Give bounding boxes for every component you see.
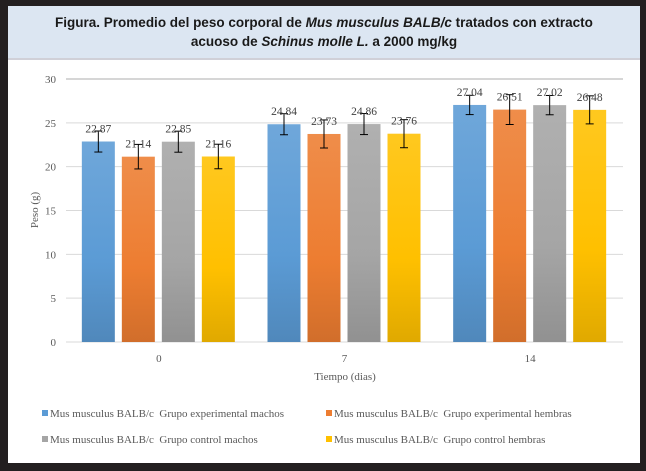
data-label: 21.16: [205, 138, 231, 150]
data-label: 23.73: [311, 116, 337, 128]
x-tick-label: 0: [156, 353, 162, 365]
y-tick-label: 30: [45, 74, 57, 86]
data-label: 27.02: [537, 87, 563, 99]
data-label: 24.84: [271, 106, 297, 118]
data-label: 24.86: [351, 106, 377, 118]
x-tick-label: 14: [525, 353, 537, 365]
title-text: tratados con extracto: [451, 15, 593, 30]
legend-item: Mus musculus BALB/c Grupo experimental h…: [326, 408, 572, 420]
data-label: 21.14: [125, 139, 151, 151]
bar: [161, 141, 195, 342]
legend-swatch: [326, 410, 332, 416]
bar: [201, 156, 235, 342]
legend-item: Mus musculus BALB/c Grupo control machos: [42, 434, 258, 446]
data-label: 22.85: [165, 124, 191, 136]
y-tick-label: 5: [51, 293, 57, 305]
title-italic: Mus musculus BALB/c: [305, 15, 452, 30]
y-tick-label: 20: [45, 162, 57, 174]
bar: [387, 133, 421, 342]
bar: [493, 109, 527, 342]
bar: [573, 109, 607, 342]
title-italic: Schinus molle L.: [261, 34, 369, 49]
title-text: Figura. Promedio del peso corporal de: [55, 15, 306, 30]
bar: [307, 133, 341, 342]
data-label: 27.04: [457, 87, 483, 99]
chart-title: Figura. Promedio del peso corporal de Mu…: [8, 6, 640, 60]
x-tick-label: 7: [342, 353, 348, 365]
title-text: a 2000 mg/kg: [368, 34, 458, 49]
y-tick-label: 0: [51, 337, 57, 349]
bar: [347, 124, 381, 342]
legend-swatch: [42, 436, 48, 442]
y-tick-label: 15: [45, 206, 57, 218]
data-label: 26.51: [497, 92, 523, 104]
data-label: 22.87: [85, 124, 111, 136]
legend-item: Mus musculus BALB/c Grupo control hembra…: [326, 434, 545, 446]
data-label: 26.48: [577, 92, 603, 104]
legend-swatch: [42, 410, 48, 416]
legend-swatch: [326, 436, 332, 442]
bar: [267, 124, 301, 343]
bar: [81, 141, 115, 342]
y-tick-label: 25: [45, 118, 57, 130]
bar: [121, 156, 155, 342]
bar: [453, 104, 487, 342]
legend-label: Mus musculus BALB/c Grupo experimental m…: [50, 408, 285, 420]
y-tick-label: 10: [45, 249, 57, 261]
data-label: 23.76: [391, 116, 417, 128]
legend-label: Mus musculus BALB/c Grupo control machos: [50, 434, 258, 446]
legend-label: Mus musculus BALB/c Grupo experimental h…: [334, 408, 572, 420]
title-text: acuoso de: [190, 34, 262, 49]
bar: [533, 105, 567, 342]
legend-label: Mus musculus BALB/c Grupo control hembra…: [334, 434, 546, 446]
x-axis-label: Tiempo (dias): [314, 371, 376, 383]
y-axis-label: Peso (g): [29, 191, 41, 228]
legend-item: Mus musculus BALB/c Grupo experimental m…: [42, 408, 284, 420]
